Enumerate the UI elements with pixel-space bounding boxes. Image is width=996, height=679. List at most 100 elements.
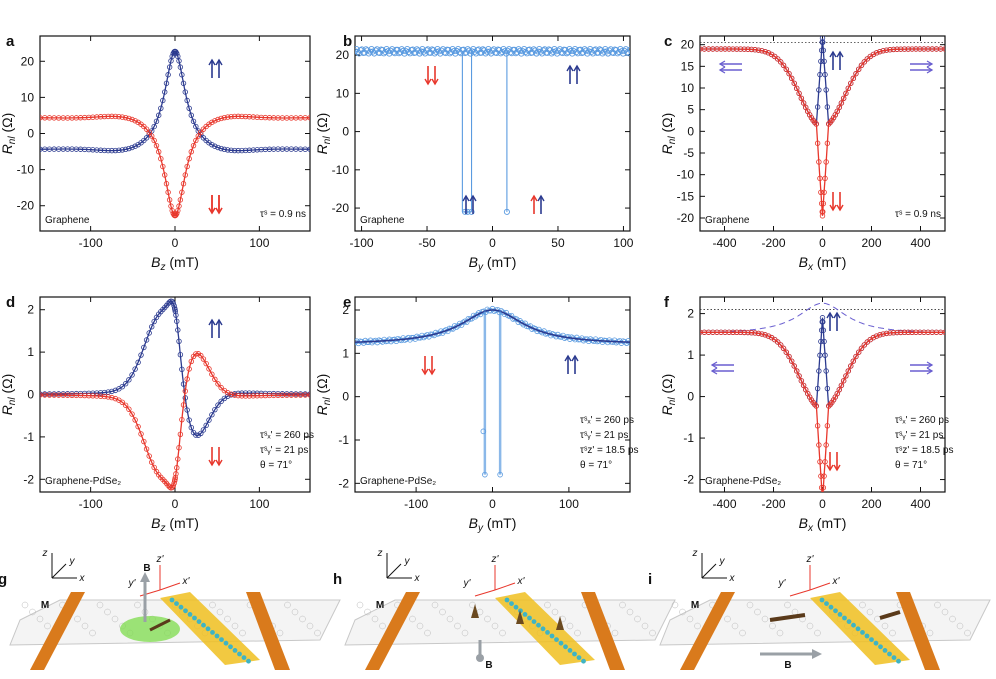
lattice-cell <box>574 629 581 637</box>
data-point <box>193 432 199 438</box>
lattice-cell <box>439 608 446 616</box>
arrow-head <box>566 64 574 72</box>
data-point <box>816 442 822 448</box>
y-axis-label-sub: nl <box>7 397 18 406</box>
pdse2-atom <box>891 655 897 660</box>
axis-label-x-prime: x' <box>182 576 191 587</box>
arrow-head <box>421 368 429 376</box>
y-tick-label: -15 <box>677 189 695 203</box>
data-point <box>90 393 96 399</box>
data-point <box>748 329 755 336</box>
data-point <box>250 393 256 399</box>
lattice-cell <box>611 629 619 637</box>
lattice-cell <box>761 615 769 623</box>
data-point <box>242 113 249 120</box>
data-point <box>818 338 824 345</box>
arrow-head <box>836 50 844 58</box>
data-point <box>174 465 180 471</box>
series-line-antiparallel <box>40 352 310 489</box>
annotation-text: θ = 71° <box>260 460 292 471</box>
data-point <box>231 147 238 154</box>
data-point <box>258 392 264 399</box>
data-point <box>218 145 224 152</box>
data-point <box>822 459 828 465</box>
y-tick-label: 2 <box>342 303 349 317</box>
data-point <box>242 393 249 399</box>
y-axis-label-unit: (Ω) <box>659 374 675 398</box>
data-point <box>132 366 138 372</box>
spin-arrow <box>149 618 171 632</box>
pdse2-atom <box>246 658 251 664</box>
lattice-cell <box>371 615 379 623</box>
data-point <box>166 64 173 70</box>
data-point <box>921 46 927 52</box>
data-point <box>786 70 792 77</box>
data-point <box>745 46 751 52</box>
data-point <box>97 393 104 399</box>
lattice-cell <box>89 629 96 637</box>
lattice-cell <box>424 629 431 637</box>
axis-label-y: y <box>719 556 726 567</box>
data-point <box>119 383 125 390</box>
pdse2-atom <box>540 626 546 632</box>
data-point <box>737 329 744 336</box>
y-axis-label-main: R <box>314 144 330 154</box>
data-point <box>177 431 184 437</box>
arrow-head <box>462 194 470 202</box>
x-tick-label: -100 <box>404 497 428 511</box>
data-point <box>218 115 224 122</box>
x-axis-label: By (mT) <box>469 254 517 273</box>
pdse2-atom <box>174 601 179 606</box>
x-axis-label-unit: (mT) <box>813 515 846 531</box>
x-tick-label: 0 <box>819 236 826 250</box>
data-point <box>109 388 115 395</box>
data-point <box>215 116 221 123</box>
data-point <box>816 87 822 93</box>
pdse2-atom <box>214 633 220 639</box>
data-point <box>855 349 862 355</box>
arrow-head <box>215 58 223 66</box>
data-point <box>942 46 945 52</box>
arrow-head <box>469 194 477 202</box>
data-point <box>877 332 883 338</box>
data-point <box>218 384 224 391</box>
y-axis-label-main: R <box>659 144 675 154</box>
x-tick-label: 100 <box>249 497 269 511</box>
data-point <box>873 333 880 339</box>
data-point <box>200 126 207 132</box>
lattice-cell <box>881 622 889 630</box>
arrow-head <box>826 311 834 319</box>
data-point <box>81 392 88 399</box>
data-point <box>126 406 132 412</box>
data-point <box>122 146 129 153</box>
data-point <box>741 46 747 52</box>
spin-arrow <box>516 610 524 624</box>
data-point <box>221 114 228 121</box>
annotation-text: τˢ = 0.9 ns <box>260 209 306 220</box>
x-tick-label: -400 <box>712 236 736 250</box>
data-point <box>171 480 177 487</box>
pdse2-atom <box>504 597 510 603</box>
data-point <box>730 46 736 52</box>
ferromagnet-electrode <box>30 592 85 670</box>
arrow-head <box>573 64 581 72</box>
axis-label-y-prime: y' <box>778 578 787 589</box>
data-point <box>836 386 842 393</box>
data-point <box>175 327 181 333</box>
lattice-cell <box>814 629 821 637</box>
axis-label-x-prime: x' <box>832 576 841 587</box>
data-point <box>129 411 135 417</box>
data-point <box>503 208 510 215</box>
data-point <box>129 372 135 378</box>
data-point <box>166 197 173 203</box>
y-tick-label: 15 <box>681 59 695 73</box>
y-axis-label-unit: (Ω) <box>314 374 330 398</box>
pdse2-atom <box>572 651 577 657</box>
data-point <box>861 59 868 65</box>
data-point <box>752 330 758 336</box>
arrow-head <box>812 649 822 659</box>
x-axis-label-sub: z <box>159 262 165 273</box>
lattice-cell <box>671 601 679 609</box>
data-point <box>186 156 192 162</box>
data-point <box>819 36 826 41</box>
